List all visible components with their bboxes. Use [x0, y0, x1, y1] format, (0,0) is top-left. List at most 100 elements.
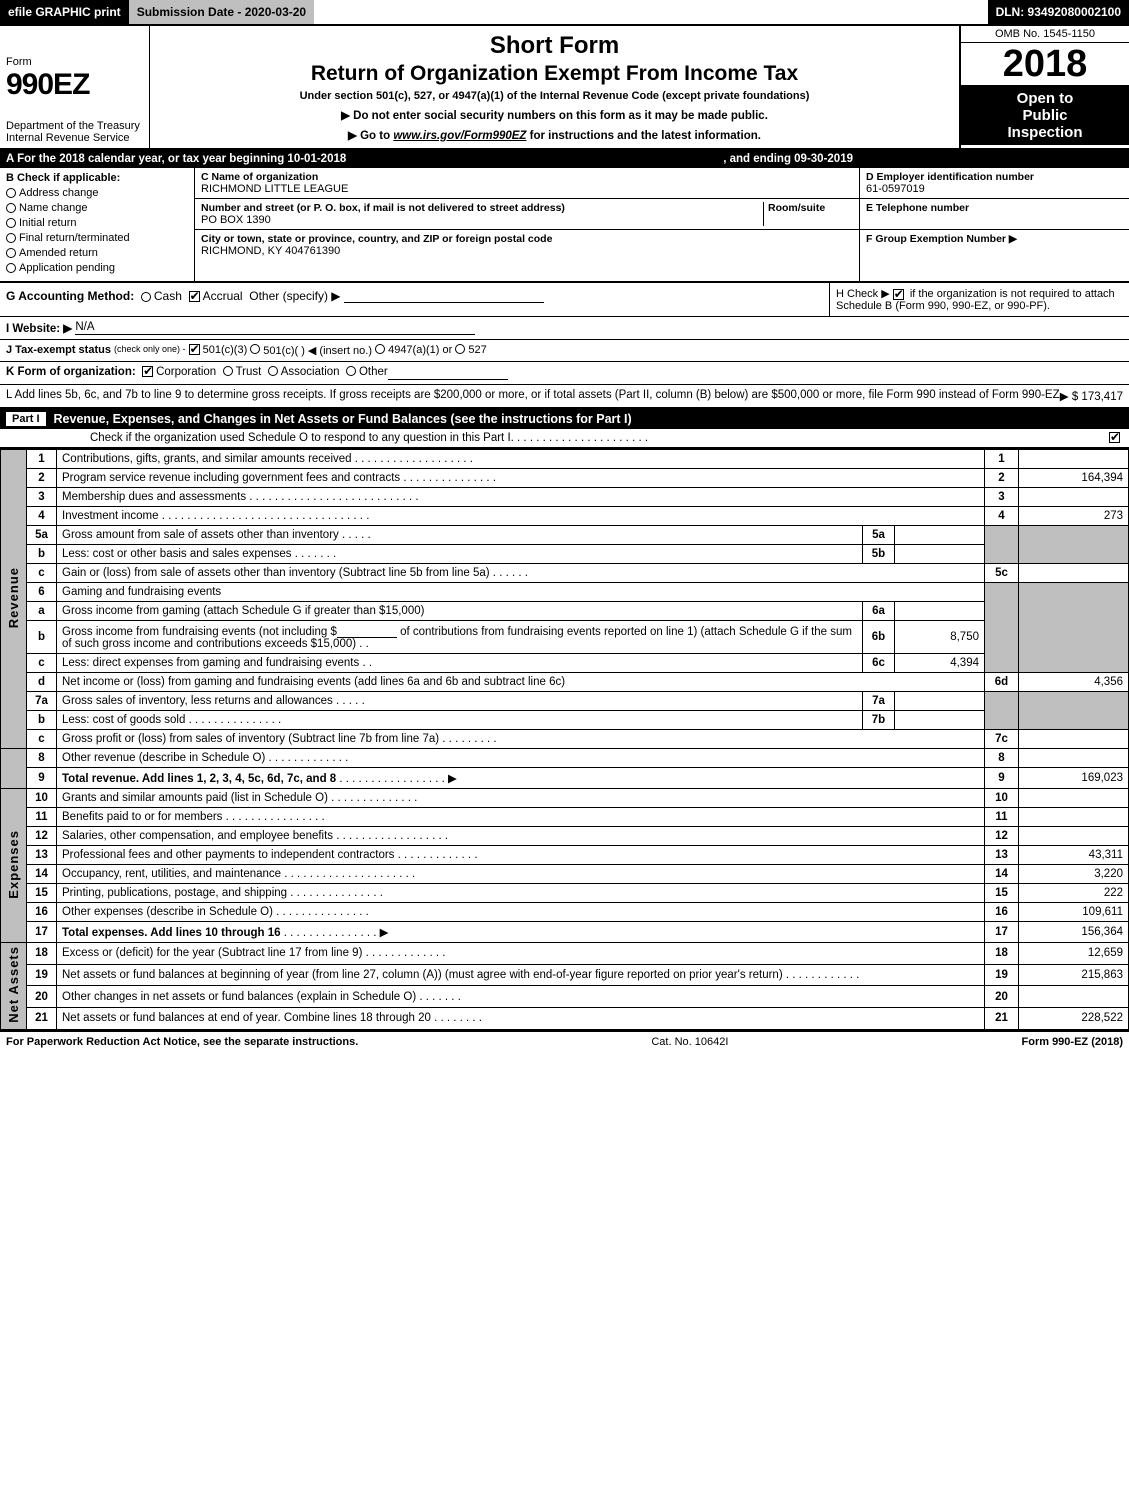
period-bar: A For the 2018 calendar year, or tax yea… [0, 150, 1129, 168]
line-5b: Less: cost or other basis and sales expe… [57, 545, 863, 564]
val-8 [1019, 749, 1129, 768]
line-7a: Gross sales of inventory, less returns a… [57, 692, 863, 711]
line-21: Net assets or fund balances at end of ye… [57, 1008, 985, 1030]
irs-link[interactable]: www.irs.gov/Form990EZ [393, 130, 526, 142]
side-netassets: Net Assets [1, 943, 27, 1030]
k-assoc[interactable] [268, 366, 278, 376]
j-501c3[interactable] [189, 344, 200, 355]
j-527[interactable] [455, 344, 465, 354]
part1-check[interactable] [1109, 432, 1120, 443]
g-accrual-check[interactable] [189, 291, 200, 302]
l-text: L Add lines 5b, 6c, and 7b to line 9 to … [6, 389, 1060, 403]
line-7c: Gross profit or (loss) from sales of inv… [57, 730, 985, 749]
c-street-cell: Number and street (or P. O. box, if mail… [195, 199, 859, 230]
line-6a: Gross income from gaming (attach Schedul… [57, 602, 863, 621]
j-sub: (check only one) - [114, 344, 186, 357]
e-label: E Telephone number [866, 202, 1123, 214]
inspect-3: Inspection [963, 124, 1127, 141]
room-label: Room/suite [768, 202, 853, 214]
col-c: C Name of organization RICHMOND LITTLE L… [195, 168, 859, 281]
header-left: Form 990EZ Department of the Treasury In… [0, 26, 150, 148]
e-cell: E Telephone number [860, 199, 1129, 230]
i-label: I Website: ▶ [6, 321, 72, 335]
subtitle: Under section 501(c), 527, or 4947(a)(1)… [158, 90, 951, 102]
h-label: H Check ▶ [836, 288, 890, 300]
form-number: 990EZ [6, 68, 143, 102]
g-other-input[interactable] [344, 289, 544, 303]
val-17: 156,364 [1019, 922, 1129, 943]
j-4947[interactable] [375, 344, 385, 354]
g-cash-radio[interactable] [141, 292, 151, 302]
row-i: I Website: ▶ N/A [0, 317, 1129, 340]
line-5c: Gain or (loss) from sale of assets other… [57, 564, 985, 583]
k-other-input[interactable] [388, 366, 508, 380]
val-21: 228,522 [1019, 1008, 1129, 1030]
row-g: G Accounting Method: Cash Accrual Other … [0, 283, 829, 316]
j-501c[interactable] [250, 344, 260, 354]
line-4: Investment income . . . . . . . . . . . … [57, 507, 985, 526]
ein: 61-0597019 [866, 183, 1123, 195]
col-b: B Check if applicable: Address change Na… [0, 168, 195, 281]
d-cell: D Employer identification number 61-0597… [860, 168, 1129, 199]
goto-line: ▶ Go to www.irs.gov/Form990EZ for instru… [158, 128, 951, 142]
val-4: 273 [1019, 507, 1129, 526]
val-16: 109,611 [1019, 903, 1129, 922]
part1-bar: Part I Revenue, Expenses, and Changes in… [0, 409, 1129, 429]
irs: Internal Revenue Service [6, 132, 143, 144]
f-label: F Group Exemption Number ▶ [866, 233, 1123, 245]
side-revenue: Revenue [1, 450, 27, 749]
inspect-2: Public [963, 107, 1127, 124]
6b-input[interactable] [337, 624, 397, 638]
line-6d: Net income or (loss) from gaming and fun… [57, 673, 985, 692]
b-amended[interactable]: Amended return [6, 247, 188, 259]
header-right: OMB No. 1545-1150 2018 Open to Public In… [959, 26, 1129, 148]
footer-left: For Paperwork Reduction Act Notice, see … [6, 1036, 358, 1048]
val-7c [1019, 730, 1129, 749]
line-6b: Gross income from fundraising events (no… [57, 621, 863, 654]
line-10: Grants and similar amounts paid (list in… [57, 789, 985, 808]
line-5a: Gross amount from sale of assets other t… [57, 526, 863, 545]
h-check[interactable] [893, 289, 904, 300]
b-initial-return[interactable]: Initial return [6, 217, 188, 229]
val-3 [1019, 488, 1129, 507]
c-city-cell: City or town, state or province, country… [195, 230, 859, 260]
b-address-change[interactable]: Address change [6, 187, 188, 199]
line-13: Professional fees and other payments to … [57, 846, 985, 865]
line-6: Gaming and fundraising events [57, 583, 985, 602]
org-name: RICHMOND LITTLE LEAGUE [201, 183, 853, 195]
val-15: 222 [1019, 884, 1129, 903]
row-h: H Check ▶ if the organization is not req… [829, 283, 1129, 316]
part1-tag: Part I [6, 412, 46, 426]
k-other[interactable] [346, 366, 356, 376]
k-trust[interactable] [223, 366, 233, 376]
website-input[interactable]: N/A [75, 321, 475, 335]
val-10 [1019, 789, 1129, 808]
dept: Department of the Treasury [6, 120, 143, 132]
b-final-return[interactable]: Final return/terminated [6, 232, 188, 244]
row-k: K Form of organization: Corporation Trus… [0, 362, 1129, 385]
short-form: Short Form [158, 32, 951, 60]
top-bar: efile GRAPHIC print Submission Date - 20… [0, 0, 1129, 26]
period-end: , and ending 09-30-2019 [723, 153, 853, 165]
line-11: Benefits paid to or for members . . . . … [57, 808, 985, 827]
g-label: G Accounting Method: [6, 289, 134, 303]
val-6b: 8,750 [895, 621, 985, 654]
part1-title: Revenue, Expenses, and Changes in Net As… [54, 412, 632, 426]
f-cell: F Group Exemption Number ▶ [860, 230, 1129, 260]
tax-year: 2018 [961, 43, 1129, 86]
b-name-change[interactable]: Name change [6, 202, 188, 214]
val-14: 3,220 [1019, 865, 1129, 884]
val-6c: 4,394 [895, 654, 985, 673]
line-19: Net assets or fund balances at beginning… [57, 964, 985, 986]
efile-label: efile GRAPHIC print [0, 0, 129, 24]
dln: DLN: 93492080002100 [988, 0, 1129, 24]
k-label: K Form of organization: [6, 366, 136, 380]
val-20 [1019, 986, 1129, 1008]
val-1 [1019, 450, 1129, 469]
val-11 [1019, 808, 1129, 827]
period-a: A For the 2018 calendar year, or tax yea… [6, 153, 346, 165]
val-2: 164,394 [1019, 469, 1129, 488]
row-gh: G Accounting Method: Cash Accrual Other … [0, 283, 1129, 317]
k-corp[interactable] [142, 366, 153, 377]
b-pending[interactable]: Application pending [6, 262, 188, 274]
